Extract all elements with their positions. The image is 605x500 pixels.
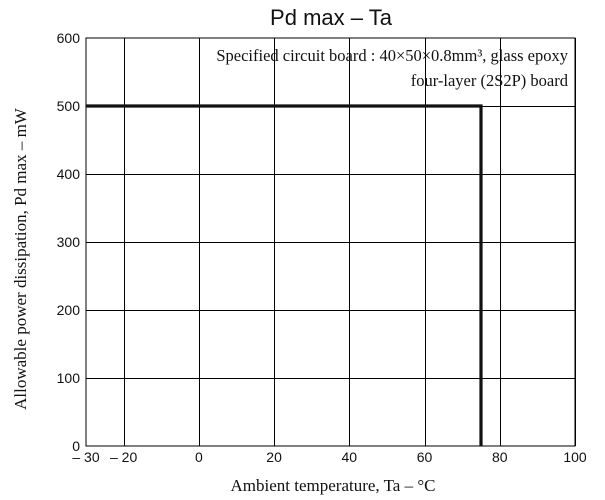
y-tick-label: 300 (57, 234, 81, 250)
x-tick-label: – 30 (72, 449, 99, 465)
x-tick-label: 0 (195, 449, 203, 465)
y-axis-ticks: 0 100 200 300 400 500 600 (57, 30, 81, 454)
chart-title: Pd max – Ta (270, 5, 393, 30)
annotation-line-1: Specified circuit board : 40×50×0.8mm³, … (216, 46, 568, 65)
y-tick-label: 100 (57, 370, 81, 386)
y-tick-label: 200 (57, 302, 81, 318)
x-tick-label: 100 (563, 449, 587, 465)
x-tick-label: 20 (266, 449, 282, 465)
x-tick-label: 80 (492, 449, 508, 465)
x-axis-label: Ambient temperature, Ta – °C (231, 476, 436, 495)
grid-lines (86, 38, 576, 446)
y-tick-label: 400 (57, 166, 81, 182)
plot-frame (85, 37, 576, 447)
y-tick-label: 500 (57, 98, 81, 114)
series-layer (86, 104, 483, 446)
derating-curve (86, 104, 483, 446)
x-tick-label: 60 (417, 449, 433, 465)
x-axis-ticks: – 30 – 20 0 20 40 60 80 100 (72, 449, 587, 465)
x-tick-label: – 20 (110, 449, 137, 465)
y-tick-label: 600 (57, 30, 81, 46)
x-tick-label: 40 (342, 449, 358, 465)
y-tick-label: 0 (72, 438, 80, 454)
annotation-line-2: four-layer (2S2P) board (411, 71, 569, 90)
y-axis-label: Allowable power dissipation, Pd max – mW (11, 107, 30, 410)
